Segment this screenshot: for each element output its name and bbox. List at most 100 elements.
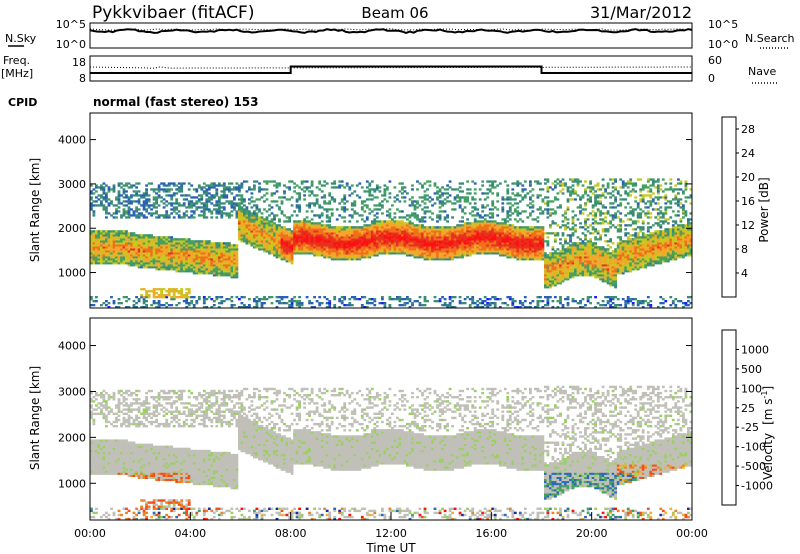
power-cell (243, 216, 246, 218)
power-cell (205, 258, 208, 260)
power-cell (401, 230, 404, 232)
power-cell (98, 258, 101, 260)
power-cell (509, 232, 512, 234)
power-cell (231, 296, 234, 298)
power-cell (266, 232, 269, 234)
power-cell (552, 300, 555, 302)
power-cell (105, 258, 108, 260)
power-cell (228, 258, 231, 260)
power-cell (213, 262, 216, 264)
power-cell (133, 190, 136, 192)
power-cell (188, 296, 191, 298)
power-cell (486, 304, 489, 306)
power-cell (165, 190, 168, 192)
power-cell (431, 230, 434, 232)
power-cell (529, 212, 532, 214)
power-cell (373, 238, 376, 240)
power-cell (293, 238, 296, 240)
power-cell (501, 222, 504, 224)
power-cell (243, 200, 246, 202)
power-cell (481, 300, 484, 302)
power-cell (175, 240, 178, 242)
power-cell (406, 248, 409, 250)
power-cell (506, 192, 509, 194)
power-cell (253, 212, 256, 214)
power-cell (283, 192, 286, 194)
power-cell (93, 234, 96, 236)
power-cell (256, 236, 259, 238)
power-cell (303, 180, 306, 182)
power-cell (160, 250, 163, 252)
power-cell (188, 244, 191, 246)
power-cell (223, 268, 226, 270)
power-cell (133, 194, 136, 196)
power-cell (238, 234, 241, 236)
power-cell (153, 190, 156, 192)
power-cell (363, 204, 366, 206)
power-cell (496, 252, 499, 254)
power-cell (404, 186, 407, 188)
power-cell (431, 252, 434, 254)
power-cell (298, 248, 301, 250)
power-cell (293, 242, 296, 244)
power-cell (123, 196, 126, 198)
power-cell (404, 298, 407, 300)
power-cell (253, 244, 256, 246)
power-cell (271, 238, 274, 240)
power-cell (368, 254, 371, 256)
power-cell (348, 232, 351, 234)
power-cell (544, 272, 547, 274)
power-cell (333, 230, 336, 232)
power-cell (451, 208, 454, 210)
power-cell (293, 186, 296, 188)
power-cell (356, 258, 359, 260)
power-cell (373, 226, 376, 228)
power-cell (115, 242, 118, 244)
power-cell (318, 254, 321, 256)
power-cell (148, 262, 151, 264)
power-cell (516, 210, 519, 212)
power-cell (125, 182, 128, 184)
power-cell (499, 244, 502, 246)
power-cell (486, 226, 489, 228)
power-cell (419, 248, 422, 250)
power-cell (376, 226, 379, 228)
power-cell (233, 244, 236, 246)
power-cell (389, 242, 392, 244)
power-cell (103, 260, 106, 262)
power-cell (283, 250, 286, 252)
power-cell (486, 220, 489, 222)
power-cell (547, 200, 550, 202)
power-cell (454, 232, 457, 234)
power-cell (291, 214, 294, 216)
power-cell (220, 266, 223, 268)
power-cell (491, 224, 494, 226)
power-cell (163, 214, 166, 216)
power-cell (115, 216, 118, 218)
power-cell (371, 238, 374, 240)
power-cell (236, 274, 239, 276)
power-cell (93, 250, 96, 252)
power-cell (286, 220, 289, 222)
power-cell (547, 240, 550, 242)
power-cell (506, 220, 509, 222)
power-cell (421, 238, 424, 240)
power-cell (155, 206, 158, 208)
power-cell (557, 192, 560, 194)
power-cell (278, 250, 281, 252)
power-cell (223, 254, 226, 256)
power-cell (486, 240, 489, 242)
power-cell (130, 258, 133, 260)
power-cell (416, 240, 419, 242)
power-cell (368, 230, 371, 232)
power-cell (195, 260, 198, 262)
power-cell (266, 242, 269, 244)
power-cell (220, 246, 223, 248)
power-cell (504, 250, 507, 252)
power-cell (481, 240, 484, 242)
power-cell (293, 220, 296, 222)
power-cell (444, 252, 447, 254)
power-cell (454, 240, 457, 242)
power-cell (138, 234, 141, 236)
power-cell (461, 190, 464, 192)
